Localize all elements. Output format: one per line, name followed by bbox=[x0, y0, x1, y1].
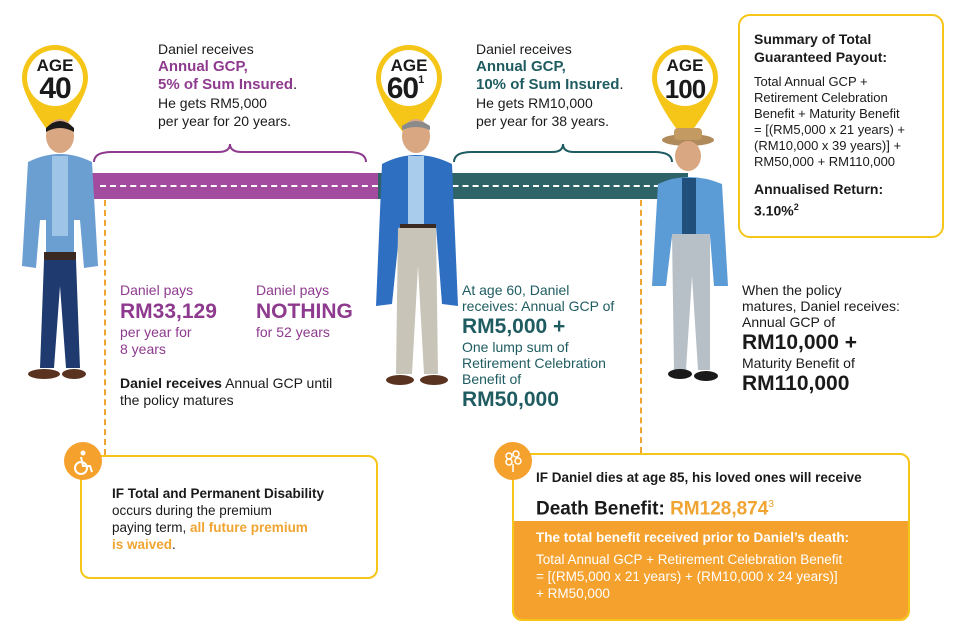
flower-icon bbox=[494, 442, 532, 480]
death-total1: Total Annual GCP + Retirement Celebratio… bbox=[536, 552, 843, 567]
maturity-line5: Maturity Benefit of bbox=[742, 355, 855, 371]
tpd-line4-end: . bbox=[172, 537, 176, 552]
age60-amount2: RM50,000 bbox=[462, 388, 559, 411]
pin-label: AGE bbox=[36, 56, 74, 75]
person-age-40 bbox=[22, 119, 98, 379]
maturity-amount1: RM10,000 + bbox=[742, 331, 857, 354]
death-total-title: The total benefit received prior to Dani… bbox=[536, 530, 850, 545]
maturity-line1: When the policy bbox=[742, 282, 842, 298]
pays2-line3: for 52 years bbox=[256, 324, 330, 340]
summary-title2: Guaranteed Payout: bbox=[754, 49, 888, 65]
maturity-amount2: RM110,000 bbox=[742, 372, 850, 395]
summary-title1: Summary of Total bbox=[754, 31, 872, 47]
pin-label: AGE bbox=[390, 56, 428, 75]
phase2-line2: Annual GCP, bbox=[476, 58, 566, 75]
death-amount: RM128,874 bbox=[670, 498, 769, 520]
footnote-marker: 3 bbox=[768, 499, 774, 510]
phase1-line1: Daniel receives bbox=[158, 41, 254, 57]
receives-until-text: Daniel receives Annual GCP until the pol… bbox=[120, 375, 332, 409]
age60-line4: One lump sum of bbox=[462, 339, 569, 355]
pays1-line1: Daniel pays bbox=[120, 282, 194, 298]
receives-until-bold: Daniel receives bbox=[120, 375, 222, 391]
receives-until-line2: the policy matures bbox=[120, 392, 234, 408]
brace-phase1 bbox=[93, 143, 367, 163]
phase1-text: Daniel receives Annual GCP, 5% of Sum In… bbox=[158, 40, 297, 130]
pin-label: AGE bbox=[666, 56, 704, 75]
summary-box: Summary of Total Guaranteed Payout: Tota… bbox=[738, 14, 944, 238]
pays-block-2: Daniel pays NOTHING for 52 years bbox=[256, 282, 353, 341]
phase2-line5: per year for 38 years. bbox=[476, 113, 610, 129]
pin-number: 40 bbox=[39, 72, 71, 105]
phase2-line4: He gets RM10,000 bbox=[476, 95, 593, 111]
maturity-line3: Annual GCP of bbox=[742, 314, 836, 330]
phase2-line3-end: . bbox=[619, 76, 624, 93]
age60-line2: receives: Annual GCP of bbox=[462, 298, 615, 314]
vline-left bbox=[104, 200, 106, 455]
age60-receives-block: At age 60, Daniel receives: Annual GCP o… bbox=[462, 282, 614, 412]
tpd-line1: IF Total and Permanent Disability bbox=[112, 486, 325, 501]
phase1-line5: per year for 20 years. bbox=[158, 113, 292, 129]
pin-number: 601 bbox=[386, 72, 425, 105]
maturity-block: When the policy matures, Daniel receives… bbox=[742, 282, 900, 396]
phase1-line3-end: . bbox=[293, 76, 298, 93]
footnote-marker: 1 bbox=[418, 74, 424, 86]
death-headline: IF Daniel dies at age 85, his loved ones… bbox=[536, 470, 862, 485]
summary-body3: Benefit + Maturity Benefit bbox=[754, 106, 900, 121]
tpd-line4: is waived bbox=[112, 537, 173, 552]
death-total2: = [(RM5,000 x 21 years) + (RM10,000 x 24… bbox=[536, 569, 838, 584]
phase2-text: Daniel receives Annual GCP, 10% of Sum I… bbox=[476, 40, 624, 130]
phase1-line3: 5% of Sum Insured bbox=[158, 76, 294, 93]
pays2-line1: Daniel pays bbox=[256, 282, 330, 298]
maturity-line2: matures, Daniel receives: bbox=[742, 298, 900, 314]
phase1-line4: He gets RM5,000 bbox=[158, 95, 267, 111]
tpd-line3b: all future premium bbox=[190, 520, 308, 535]
age60-line6: Benefit of bbox=[462, 371, 522, 387]
tpd-line3a: paying term, bbox=[112, 520, 191, 535]
pays2-amount: NOTHING bbox=[256, 300, 353, 323]
wheelchair-icon bbox=[64, 442, 102, 480]
summary-body4: = [(RM5,000 x 21 years) + bbox=[754, 122, 906, 137]
brace-phase2 bbox=[453, 143, 673, 163]
summary-body1: Total Annual GCP + bbox=[754, 74, 868, 89]
person-age-100 bbox=[652, 128, 728, 381]
person-age-60 bbox=[376, 119, 458, 385]
tpd-line2: occurs during the premium bbox=[112, 503, 272, 518]
pays1-amount: RM33,129 bbox=[120, 300, 217, 323]
age-100-pin: AGE 100 bbox=[648, 42, 722, 142]
death-benefit-box: IF Daniel dies at age 85, his loved ones… bbox=[512, 453, 910, 621]
age-60-pin: AGE 601 bbox=[372, 42, 446, 142]
pin-number: 100 bbox=[664, 74, 706, 104]
phase1-line2: Annual GCP, bbox=[158, 58, 248, 75]
age60-line1: At age 60, Daniel bbox=[462, 282, 570, 298]
summary-body6: RM50,000 + RM110,000 bbox=[754, 154, 896, 169]
pays1-line4: 8 years bbox=[120, 341, 166, 357]
pays-block-1: Daniel pays RM33,129 per year for 8 year… bbox=[120, 282, 217, 358]
receives-until-rest: Annual GCP until bbox=[221, 375, 333, 391]
summary-body2: Retirement Celebration bbox=[754, 90, 888, 105]
death-total-panel: The total benefit received prior to Dani… bbox=[514, 521, 908, 619]
footnote-marker: 2 bbox=[793, 202, 799, 212]
annualised-return-label: Annualised Return: bbox=[754, 181, 884, 197]
age-40-pin: AGE 40 bbox=[18, 42, 92, 142]
phase2-line3: 10% of Sum Insured bbox=[476, 76, 620, 93]
pays1-line3: per year for bbox=[120, 324, 192, 340]
age60-line5: Retirement Celebration bbox=[462, 355, 606, 371]
summary-body5: (RM10,000 x 39 years)] + bbox=[754, 138, 902, 153]
phase2-line1: Daniel receives bbox=[476, 41, 572, 57]
age60-amount1: RM5,000 + bbox=[462, 315, 566, 338]
annualised-return-value: 3.10%2 bbox=[754, 202, 799, 219]
death-total3: + RM50,000 bbox=[536, 586, 610, 601]
tpd-box: IF Total and Permanent Disability occurs… bbox=[80, 455, 378, 579]
vline-right bbox=[640, 200, 642, 453]
death-label: Death Benefit: bbox=[536, 498, 671, 520]
death-benefit-line: Death Benefit: RM128,8743 bbox=[536, 493, 774, 521]
